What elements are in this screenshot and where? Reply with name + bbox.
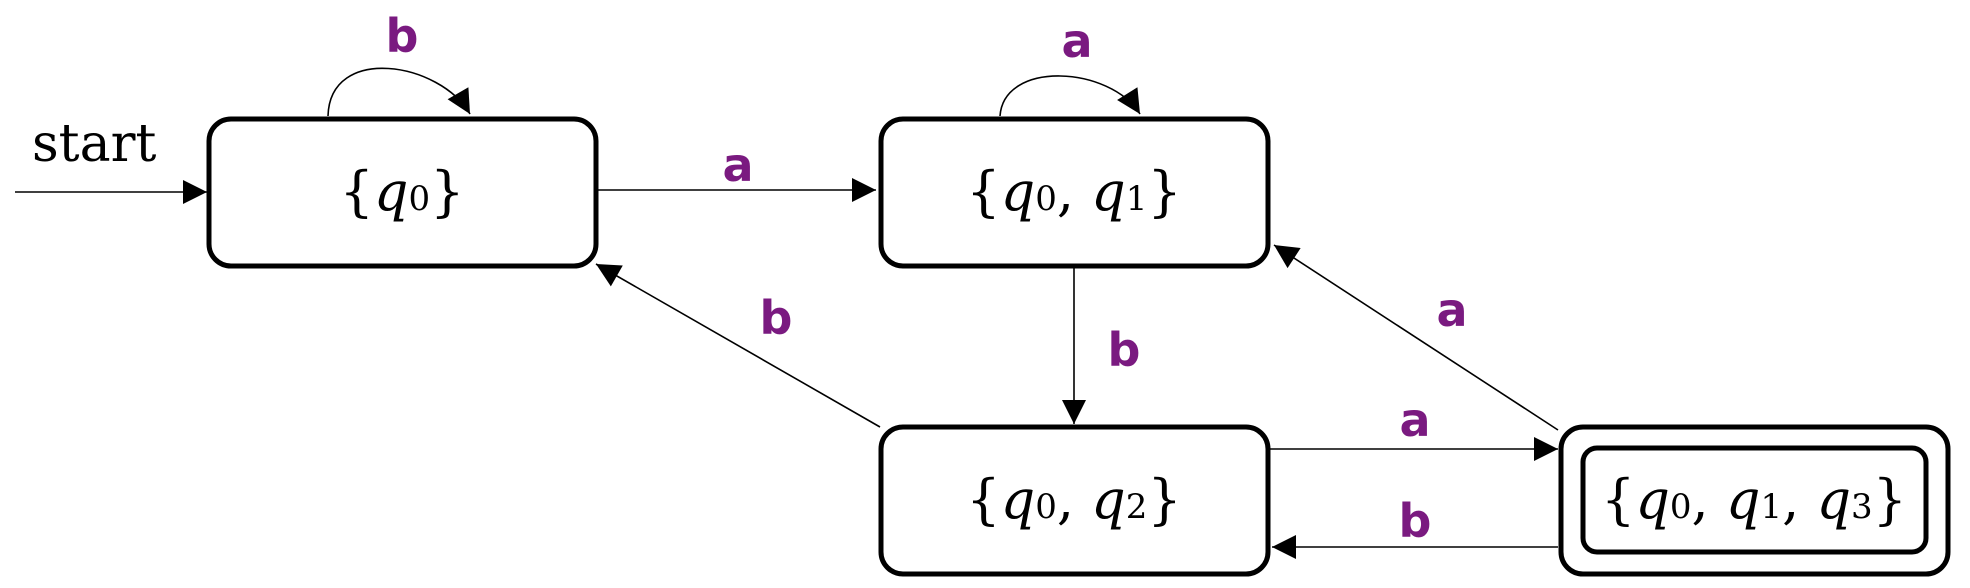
svg-text:{q0, q2}: {q0, q2}	[966, 468, 1182, 531]
transition-labels: b a a b b a a b	[386, 9, 1468, 548]
edge-label-q0q1-to-q0q2: b	[1108, 323, 1141, 377]
svg-text:{q0}: {q0}	[340, 160, 465, 223]
edge-label-q0q1q3-to-q0q2: b	[1399, 494, 1432, 548]
edge-label-q0-to-q0q1: a	[722, 138, 753, 192]
edge-label-q0q1q3-to-q0q1: a	[1436, 283, 1467, 337]
svg-text:{q0, q1}: {q0, q1}	[966, 160, 1182, 223]
state-q0-q2: {q0, q2}	[878, 424, 1271, 577]
start-arrow: start	[15, 114, 207, 204]
edge-q0q1-self-a	[999, 75, 1141, 117]
edge-label-q0q2-to-q0: b	[760, 291, 793, 345]
edge-label-q0q1-self: a	[1061, 14, 1092, 68]
state-q0-q1-q3: {q0, q1, q3}	[1558, 424, 1951, 577]
edge-q0q1q3-to-q0q1-a	[1273, 244, 1559, 431]
edge-q0q2-to-q0-b	[595, 263, 881, 428]
state-q0: {q0}	[206, 116, 599, 269]
accepting-ring	[1580, 445, 1929, 555]
svg-text:{q0, q1, q3}: {q0, q1, q3}	[1601, 468, 1907, 531]
edge-label-q0-self: b	[386, 9, 419, 63]
start-label: start	[32, 114, 156, 174]
state-q0-q1: {q0, q1}	[878, 116, 1271, 269]
edge-label-q0q2-to-q0q1q3: a	[1399, 393, 1430, 447]
transition-edges	[327, 67, 1559, 559]
edge-q0-self-b	[327, 67, 471, 117]
